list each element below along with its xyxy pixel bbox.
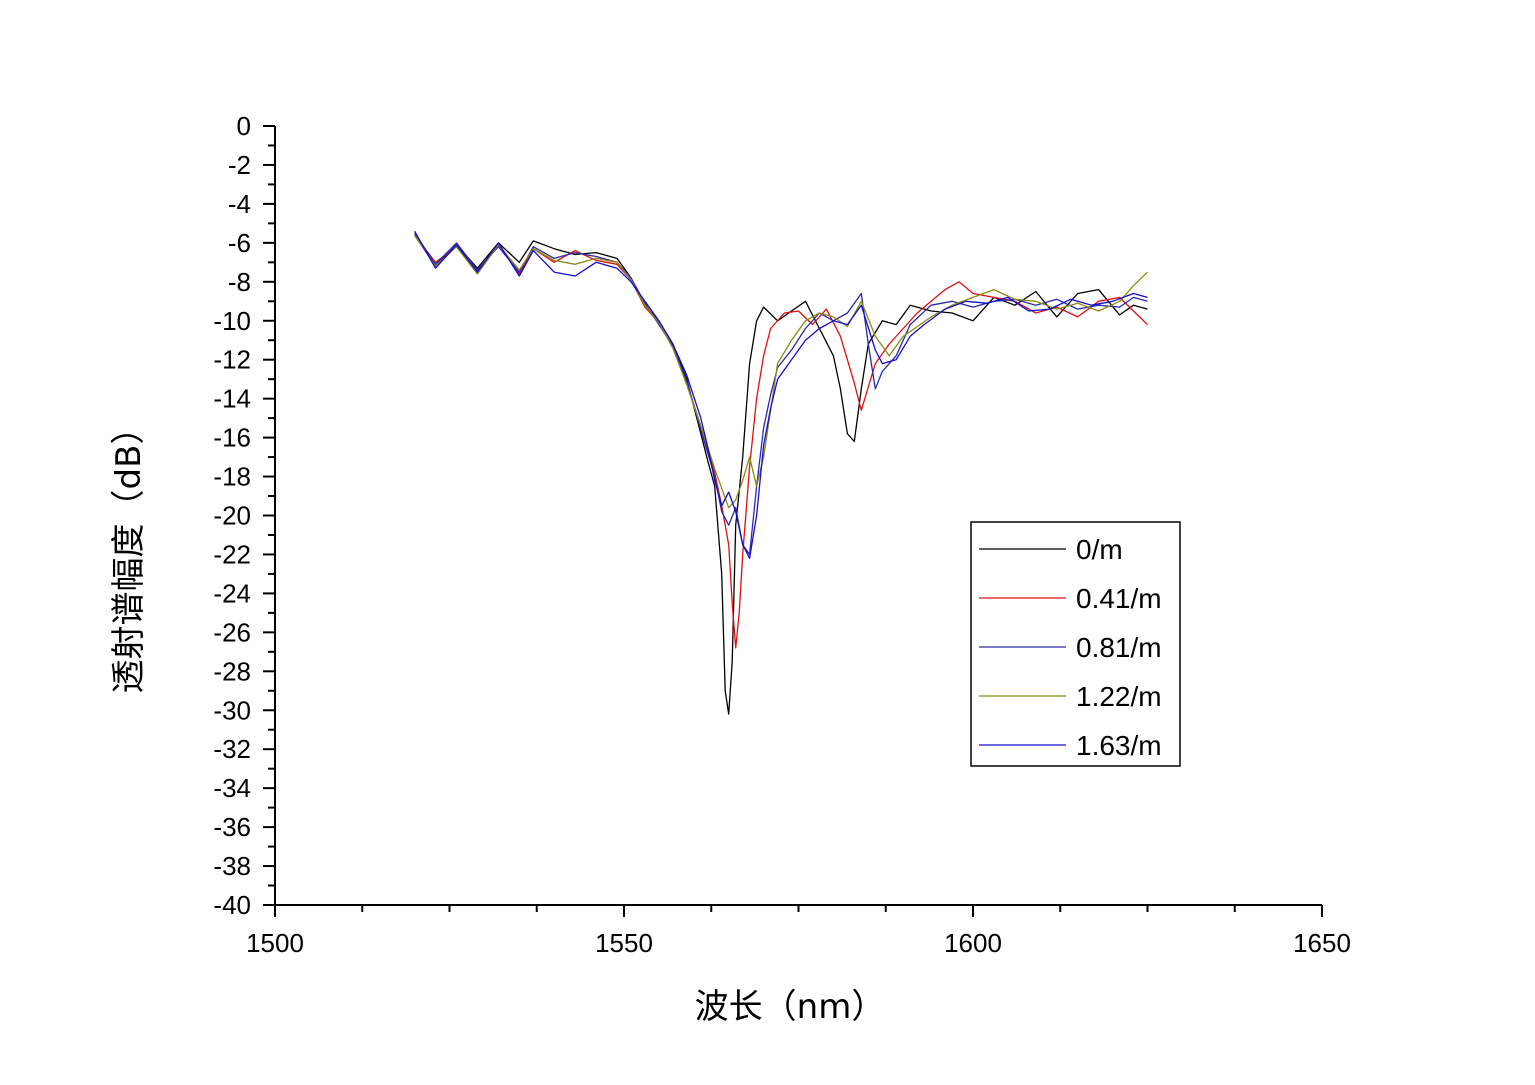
legend-label: 1.22/m	[1076, 681, 1162, 712]
y-tick-label: -22	[213, 539, 251, 569]
x-axis-title: 波长（nm）	[695, 987, 886, 1027]
series-line-2	[414, 232, 1148, 556]
y-tick-label: -24	[213, 578, 251, 608]
y-tick-label: -10	[213, 306, 251, 336]
plot-area	[414, 230, 1148, 715]
series-line-4	[414, 230, 1148, 559]
series-line-1	[414, 234, 1148, 649]
legend-label: 1.63/m	[1076, 730, 1162, 761]
legend-label: 0/m	[1076, 534, 1123, 565]
y-tick-label: -16	[213, 423, 251, 453]
legend-label: 0.81/m	[1076, 632, 1162, 663]
y-tick-label: -26	[213, 617, 251, 647]
series-line-0	[414, 234, 1148, 715]
y-tick-label: -36	[213, 812, 251, 842]
y-tick-label: -14	[213, 384, 251, 414]
legend-box	[970, 521, 1181, 767]
x-tick-label: 1550	[595, 928, 653, 958]
y-tick-label: -38	[213, 851, 251, 881]
y-tick-label: -2	[228, 150, 251, 180]
y-tick-label: -34	[213, 773, 251, 803]
tick-labels: 0 -2 -4 -6 -8 -10 -12 -14 -16 -18 -20 -22 -24 -26 -28 -…	[213, 111, 1351, 958]
x-tick-label: 1650	[1293, 928, 1351, 958]
y-tick-label: -18	[213, 462, 251, 492]
x-tick-label: 1600	[944, 928, 1002, 958]
legend-label: 0.41/m	[1076, 583, 1162, 614]
y-tick-label: -30	[213, 695, 251, 725]
y-tick-label: -40	[213, 890, 251, 920]
y-tick-label: -4	[228, 189, 251, 219]
y-tick-label: -12	[213, 345, 251, 375]
axes	[263, 125, 1323, 917]
series-line-3	[414, 234, 1148, 509]
y-tick-label: -20	[213, 501, 251, 531]
y-axis-title: 透射谱幅度（dB）	[109, 411, 149, 694]
x-tick-label: 1500	[246, 928, 304, 958]
legend: 0/m 0.41/m 0.81/m 1.22/m 1.63/m	[970, 521, 1181, 767]
y-tick-label: 0	[237, 111, 251, 141]
y-tick-label: -32	[213, 734, 251, 764]
y-tick-label: -6	[228, 228, 251, 258]
y-tick-label: -28	[213, 656, 251, 686]
y-tick-label: -8	[228, 267, 251, 297]
